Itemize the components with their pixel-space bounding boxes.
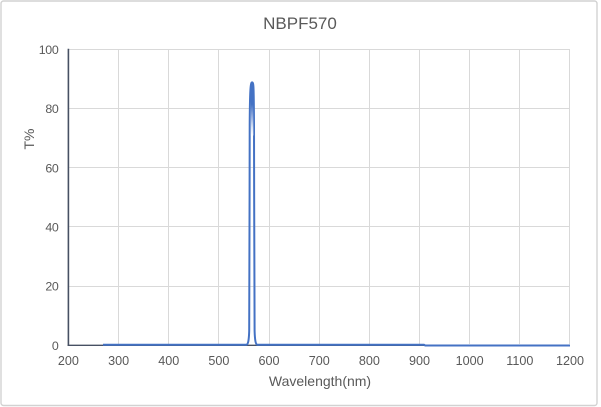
svg-text:800: 800 xyxy=(359,354,380,368)
svg-text:500: 500 xyxy=(208,354,229,368)
svg-text:700: 700 xyxy=(309,354,330,368)
svg-text:400: 400 xyxy=(158,354,179,368)
svg-text:0: 0 xyxy=(52,339,59,353)
svg-text:600: 600 xyxy=(258,354,279,368)
svg-text:NBPF570: NBPF570 xyxy=(263,14,337,33)
svg-text:20: 20 xyxy=(45,280,59,294)
svg-text:T%: T% xyxy=(21,129,37,150)
svg-text:Wavelength(nm): Wavelength(nm) xyxy=(269,373,371,389)
svg-text:300: 300 xyxy=(108,354,129,368)
svg-text:900: 900 xyxy=(409,354,430,368)
svg-text:1000: 1000 xyxy=(456,354,484,368)
svg-text:200: 200 xyxy=(58,354,79,368)
svg-text:40: 40 xyxy=(45,221,59,235)
svg-text:1100: 1100 xyxy=(506,354,533,368)
svg-text:1200: 1200 xyxy=(556,354,584,368)
svg-text:80: 80 xyxy=(45,102,59,116)
svg-text:100: 100 xyxy=(39,43,59,57)
svg-text:60: 60 xyxy=(45,161,59,175)
